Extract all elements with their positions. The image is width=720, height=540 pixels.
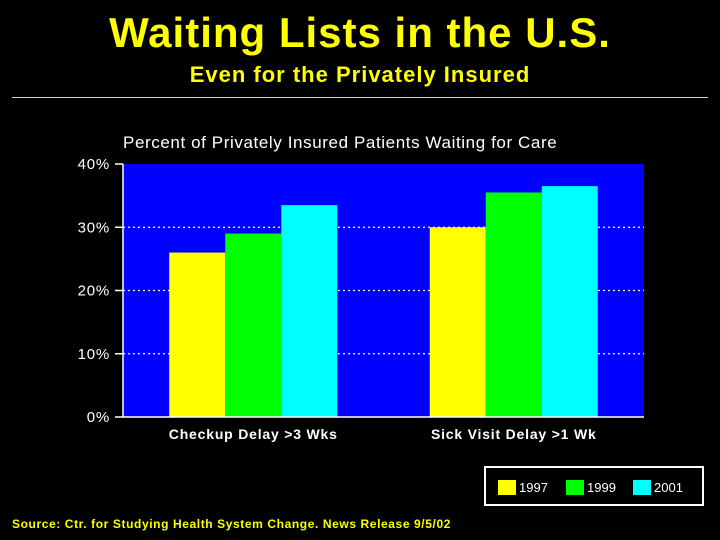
chart-legend: 1997 1999 2001 — [484, 466, 704, 506]
legend-swatch-1999 — [566, 479, 584, 495]
bar-2001-sick-visit — [541, 186, 598, 417]
chart-title: Percent of Privately Insured Patients Wa… — [123, 133, 558, 152]
x-tick-label-checkup: Checkup Delay >3 Wks — [169, 426, 338, 442]
y-tick-label-10pct: 10% — [78, 346, 110, 363]
bar-1999-checkup — [225, 233, 282, 417]
bar-2001-checkup — [281, 205, 338, 417]
legend-swatch-1997 — [498, 479, 516, 495]
legend-label-2001: 2001 — [654, 479, 683, 495]
source-note: Source: Ctr. for Studying Health System … — [12, 517, 451, 531]
slide-title: Waiting Lists in the U.S. — [109, 9, 611, 56]
legend-label-1999: 1999 — [587, 479, 616, 495]
y-tick-label-20pct: 20% — [78, 283, 110, 300]
legend-item-1999: 1999 — [566, 479, 616, 495]
y-tick-label-30pct: 30% — [78, 219, 110, 236]
legend-item-2001: 2001 — [633, 479, 683, 495]
bar-1999-sick-visit — [485, 192, 542, 417]
legend-label-1997: 1997 — [519, 479, 548, 495]
y-tick-label-40pct: 40% — [78, 156, 110, 173]
legend-swatch-2001 — [633, 479, 651, 495]
bar-1997-sick-visit — [429, 227, 486, 417]
legend-item-1997: 1997 — [498, 479, 548, 495]
x-tick-label-sick-visit: Sick Visit Delay >1 Wk — [431, 426, 597, 442]
title-divider — [12, 97, 708, 98]
bar-1997-checkup — [169, 252, 226, 417]
y-tick-label-0pct: 0% — [87, 409, 110, 426]
slide-subtitle: Even for the Privately Insured — [189, 62, 531, 87]
